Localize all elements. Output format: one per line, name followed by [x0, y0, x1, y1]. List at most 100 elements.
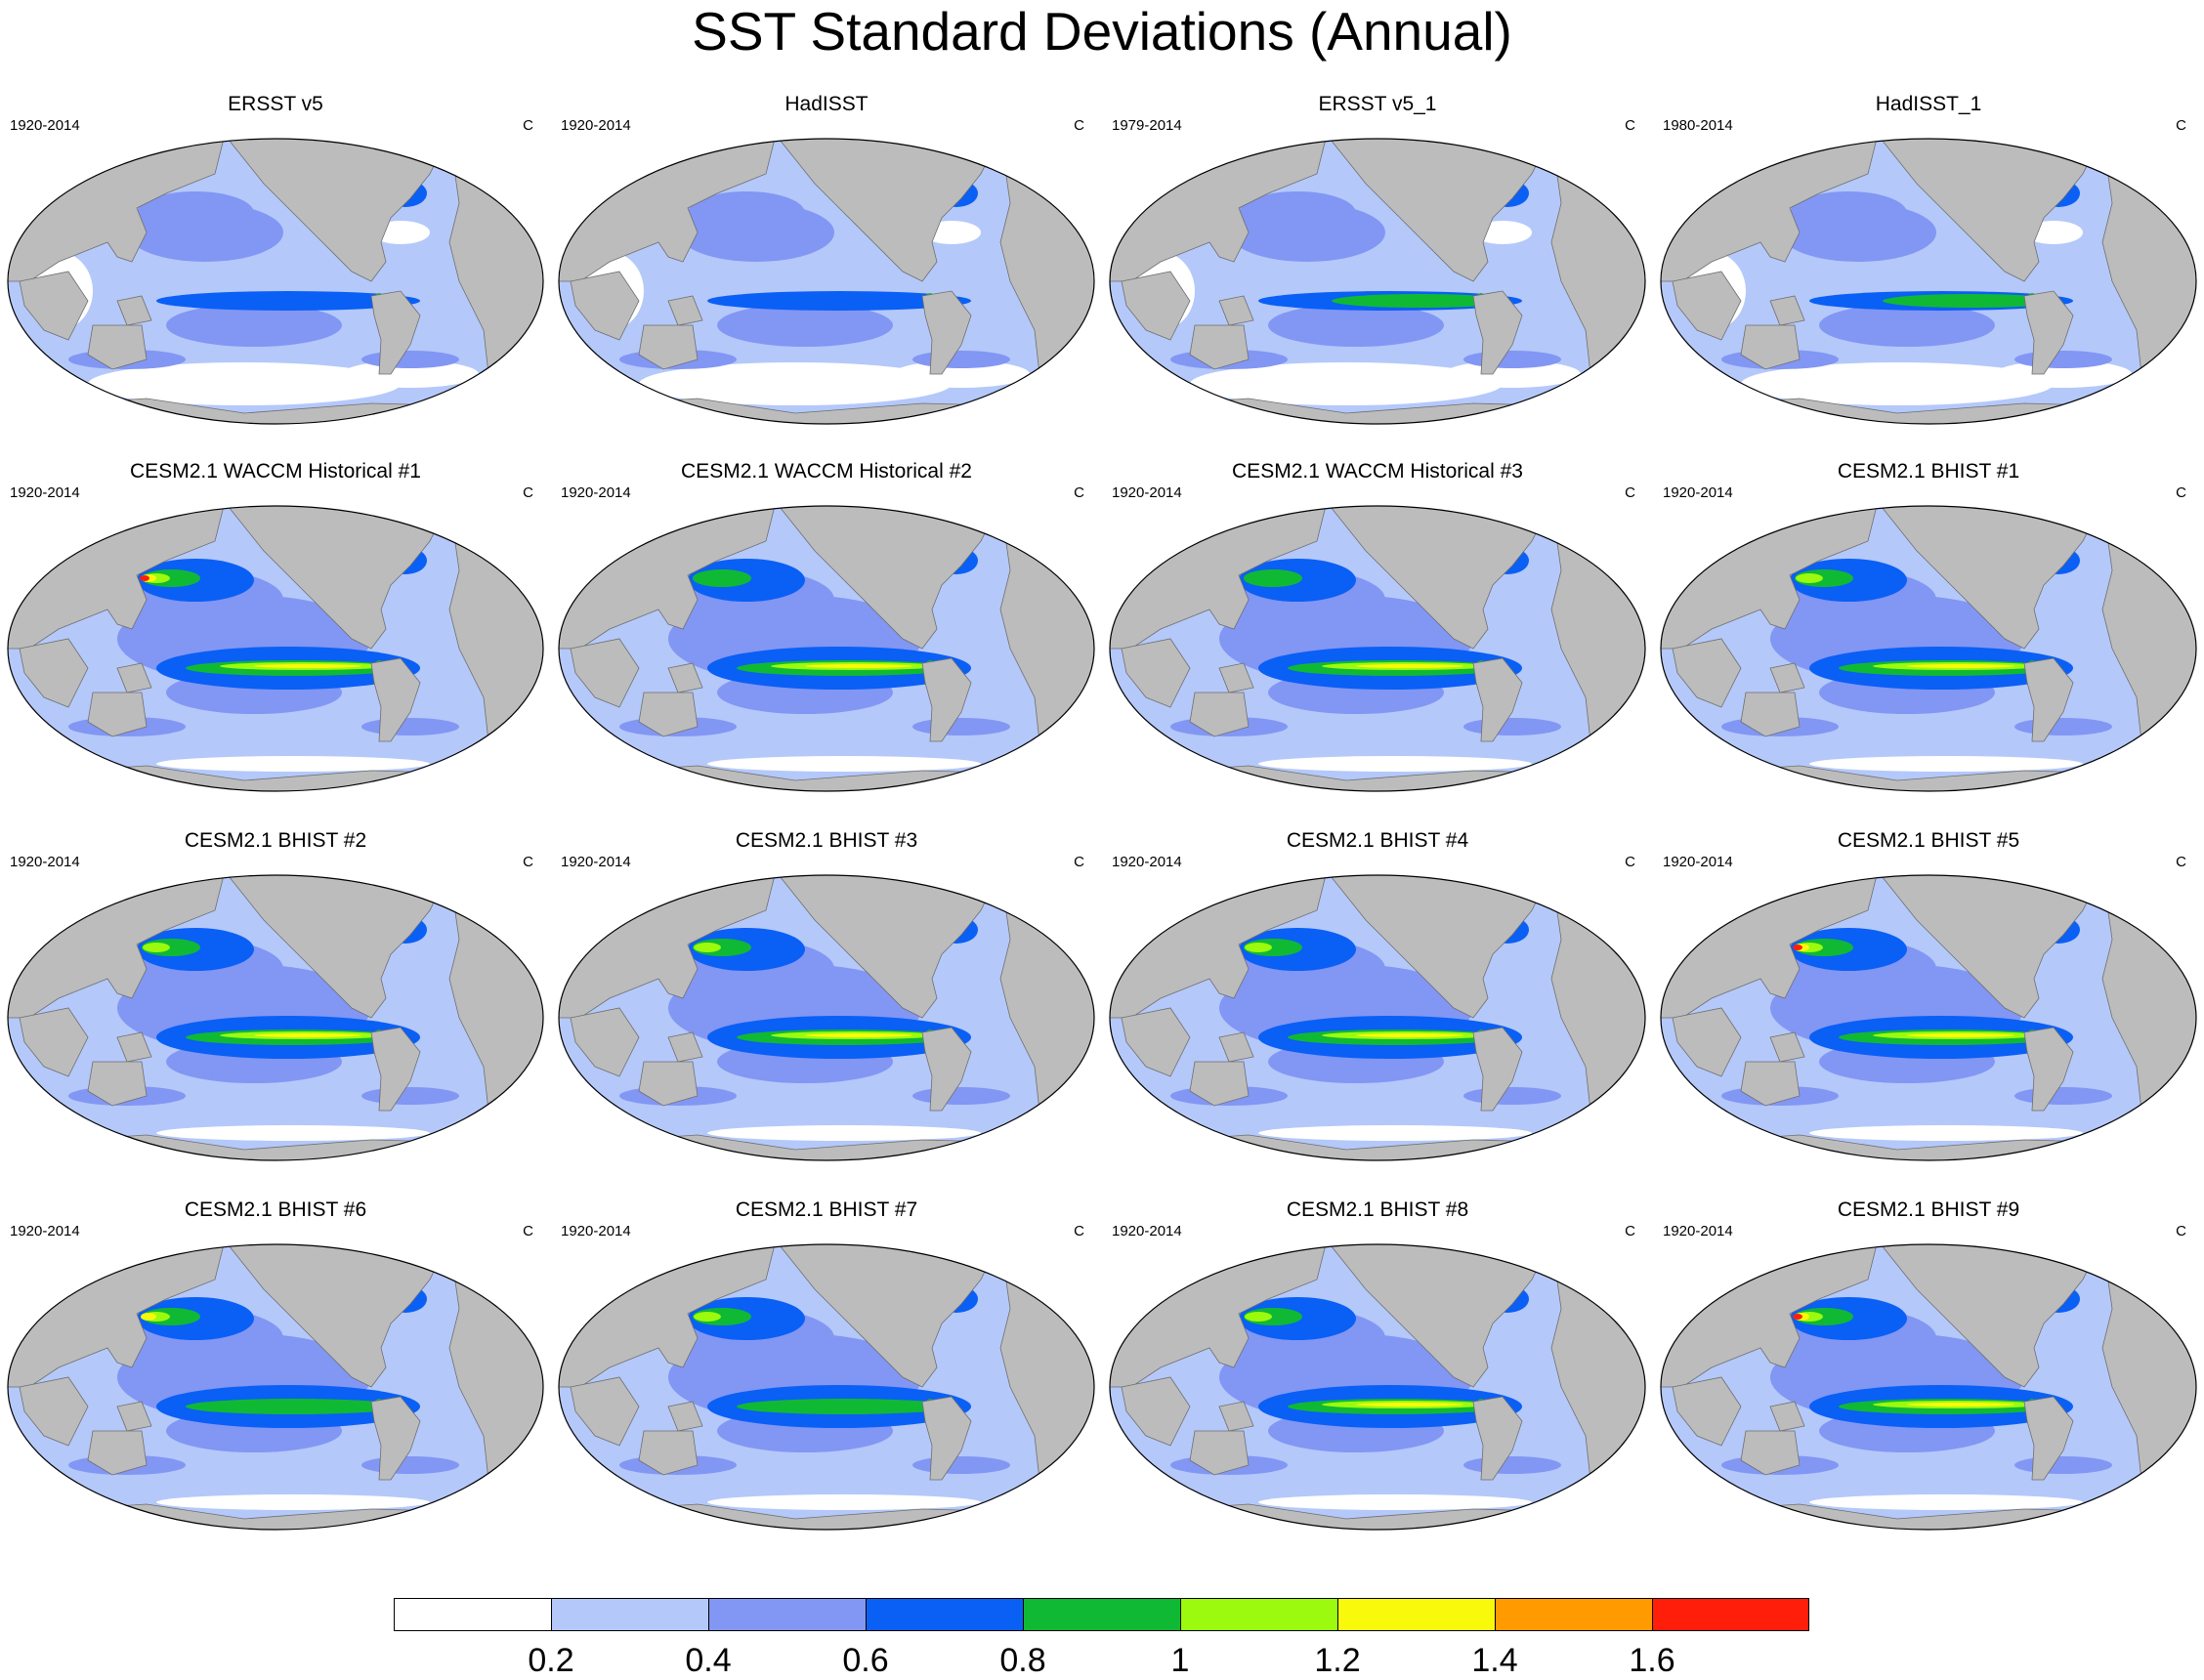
map-outline: [1109, 1243, 1646, 1531]
land-mass: [19, 271, 89, 341]
land-mass: [1472, 1027, 1523, 1112]
land-mass: [2023, 1396, 2074, 1481]
land-mass: [775, 1244, 1001, 1388]
land-mass: [1218, 295, 1254, 326]
sst-contour: [737, 1399, 952, 1414]
sst-contour: [2014, 1456, 2112, 1474]
panel-years: 1920-2014: [1663, 484, 1733, 501]
sst-contour: [1258, 1125, 1532, 1141]
sst-map: [1660, 505, 2197, 792]
land-mass: [775, 139, 1001, 282]
land-mass: [116, 1031, 152, 1063]
map-outline: [1660, 138, 2197, 425]
land-mass: [570, 638, 640, 708]
map-outline: [7, 1243, 544, 1531]
sst-contour: [639, 362, 952, 405]
land-mass: [19, 638, 89, 708]
sst-contour: [1258, 756, 1532, 772]
colorbar-swatch: [1337, 1598, 1495, 1631]
land-mass: [1189, 1061, 1250, 1107]
panel-units: C: [2176, 1223, 2186, 1239]
land-mass: [1672, 1376, 1742, 1447]
colorbar-label: 0.2: [528, 1642, 574, 1679]
land-mass: [638, 1061, 699, 1107]
sst-contour: [1268, 304, 1444, 347]
land-mass: [370, 1396, 421, 1481]
land-mass: [1769, 1401, 1805, 1432]
sst-contour: [1907, 1033, 2014, 1037]
land-mass: [570, 1007, 640, 1077]
sst-contour: [912, 1087, 1010, 1105]
land-mass: [638, 324, 699, 370]
land-mass: [2023, 290, 2074, 375]
map-panel: CESM2.1 BHIST #1 1920-2014 C: [1653, 459, 2204, 830]
sst-map: [1660, 1243, 2197, 1531]
sst-contour: [912, 351, 1010, 368]
sst-contour: [1258, 1494, 1532, 1510]
colorbar-swatch: [1023, 1598, 1180, 1631]
sst-map: [558, 505, 1095, 792]
map-outline: [558, 874, 1095, 1161]
sst-contour: [2014, 718, 2112, 735]
colorbar-label: 1.4: [1471, 1642, 1518, 1679]
panel-units: C: [1625, 854, 1635, 870]
sst-contour: [1463, 1456, 1561, 1474]
map-panel: CESM2.1 BHIST #4 1920-2014 C: [1102, 828, 1653, 1199]
sst-map: [1109, 505, 1646, 792]
panel-years: 1979-2014: [1112, 117, 1182, 134]
sst-contour: [893, 360, 1030, 388]
land-mass: [921, 1027, 972, 1112]
panel-years: 1920-2014: [561, 1223, 631, 1239]
sst-contour: [1819, 304, 1995, 347]
map-outline: [1109, 138, 1646, 425]
map-outline: [558, 505, 1095, 792]
map-panel: CESM2.1 BHIST #2 1920-2014 C: [0, 828, 551, 1199]
land-mass: [1121, 638, 1191, 708]
sst-map: [1109, 874, 1646, 1161]
map-panel: CESM2.1 BHIST #9 1920-2014 C: [1653, 1197, 2204, 1569]
map-panel: CESM2.1 BHIST #6 1920-2014 C: [0, 1197, 551, 1569]
map-panel: CESM2.1 BHIST #7 1920-2014 C: [551, 1197, 1102, 1569]
sst-contour: [707, 291, 971, 311]
land-mass: [775, 506, 1001, 650]
land-mass: [638, 692, 699, 737]
land-mass: [1121, 271, 1191, 341]
panel-title: ERSST v5: [228, 93, 323, 115]
sst-map: [7, 1243, 544, 1531]
colorbar-swatch: [708, 1598, 866, 1631]
sst-contour: [1332, 294, 1507, 308]
colorbar-label: 0.4: [685, 1642, 732, 1679]
sst-contour: [1793, 945, 1802, 950]
map-panel: HadISST 1920-2014 C: [551, 92, 1102, 463]
panel-title: CESM2.1 WACCM Historical #1: [130, 460, 421, 483]
panel-units: C: [1074, 117, 1084, 134]
land-mass: [1121, 1376, 1191, 1447]
land-mass: [1189, 1430, 1250, 1476]
sst-contour: [1356, 664, 1463, 668]
panel-units: C: [2176, 854, 2186, 870]
land-mass: [19, 1007, 89, 1077]
sst-contour: [717, 304, 893, 347]
sst-contour: [1245, 1312, 1272, 1322]
land-mass: [1877, 139, 2103, 282]
land-mass: [2023, 1027, 2074, 1112]
land-mass: [224, 506, 450, 650]
sst-contour: [140, 575, 149, 581]
sst-contour: [694, 943, 721, 952]
sst-contour: [707, 1494, 981, 1510]
panel-title: CESM2.1 BHIST #6: [184, 1198, 367, 1221]
sst-contour: [1790, 191, 1907, 234]
map-outline: [7, 505, 544, 792]
sst-contour: [141, 1313, 156, 1321]
land-mass: [638, 1430, 699, 1476]
sst-contour: [1356, 1033, 1463, 1037]
sst-map: [1109, 1243, 1646, 1531]
land-mass: [116, 1401, 152, 1432]
sst-contour: [1809, 1125, 2083, 1141]
sst-contour: [137, 191, 254, 234]
panel-title: CESM2.1 BHIST #9: [1837, 1198, 2020, 1221]
land-mass: [921, 290, 972, 375]
panel-years: 1920-2014: [1112, 1223, 1182, 1239]
panel-years: 1920-2014: [1663, 854, 1733, 870]
land-mass: [1326, 506, 1552, 650]
